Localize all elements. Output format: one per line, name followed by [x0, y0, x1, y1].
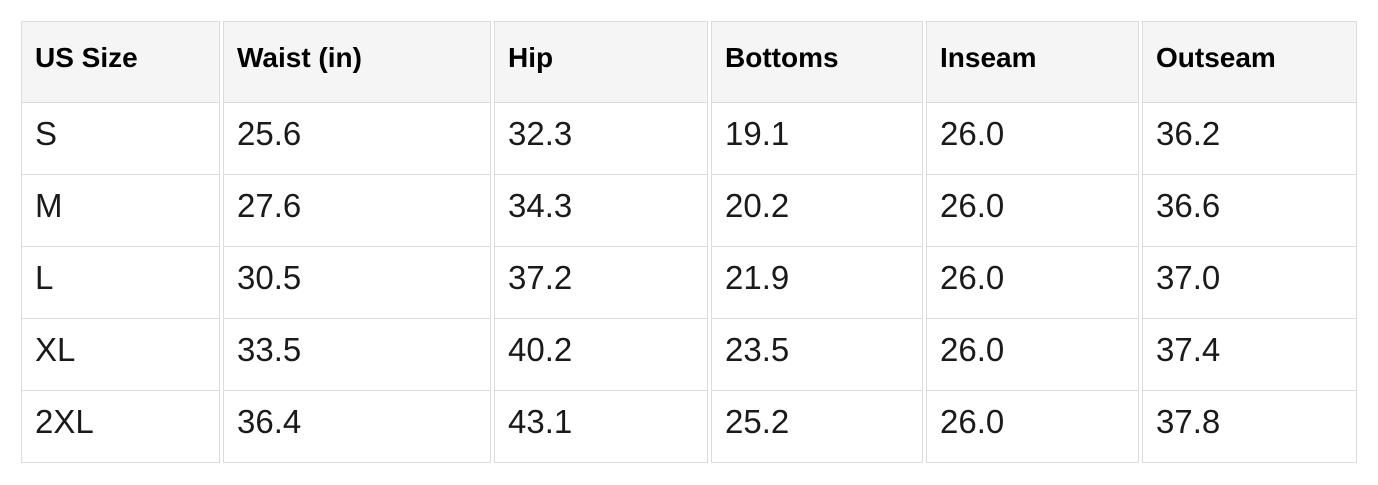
table-row-s: S 25.6 32.3 19.1 26.0 36.2: [21, 103, 1357, 175]
size-label-cell: XL: [21, 319, 220, 391]
outseam-cell: 37.4: [1142, 319, 1357, 391]
hip-cell: 43.1: [494, 391, 708, 463]
header-outseam: Outseam: [1142, 21, 1357, 103]
bottoms-cell: 19.1: [711, 103, 923, 175]
bottoms-cell: 25.2: [711, 391, 923, 463]
waist-cell: 30.5: [223, 247, 491, 319]
bottoms-cell: 20.2: [711, 175, 923, 247]
outseam-cell: 37.0: [1142, 247, 1357, 319]
hip-cell: 37.2: [494, 247, 708, 319]
size-label-cell: L: [21, 247, 220, 319]
outseam-cell: 36.6: [1142, 175, 1357, 247]
bottoms-cell: 21.9: [711, 247, 923, 319]
size-label-cell: S: [21, 103, 220, 175]
header-hip: Hip: [494, 21, 708, 103]
inseam-cell: 26.0: [926, 319, 1139, 391]
hip-cell: 32.3: [494, 103, 708, 175]
table-row-2xl: 2XL 36.4 43.1 25.2 26.0 37.8: [21, 391, 1357, 463]
waist-cell: 25.6: [223, 103, 491, 175]
waist-cell: 33.5: [223, 319, 491, 391]
size-chart-table: US Size Waist (in) Hip Bottoms Inseam Ou…: [18, 21, 1360, 463]
table-row-l: L 30.5 37.2 21.9 26.0 37.0: [21, 247, 1357, 319]
bottoms-cell: 23.5: [711, 319, 923, 391]
inseam-cell: 26.0: [926, 175, 1139, 247]
size-label-cell: M: [21, 175, 220, 247]
hip-cell: 40.2: [494, 319, 708, 391]
table-row-m: M 27.6 34.3 20.2 26.0 36.6: [21, 175, 1357, 247]
inseam-cell: 26.0: [926, 391, 1139, 463]
header-us-size: US Size: [21, 21, 220, 103]
outseam-cell: 37.8: [1142, 391, 1357, 463]
inseam-cell: 26.0: [926, 103, 1139, 175]
header-row: US Size Waist (in) Hip Bottoms Inseam Ou…: [21, 21, 1357, 103]
waist-cell: 36.4: [223, 391, 491, 463]
waist-cell: 27.6: [223, 175, 491, 247]
hip-cell: 34.3: [494, 175, 708, 247]
table-row-xl: XL 33.5 40.2 23.5 26.0 37.4: [21, 319, 1357, 391]
header-bottoms: Bottoms: [711, 21, 923, 103]
inseam-cell: 26.0: [926, 247, 1139, 319]
size-label-cell: 2XL: [21, 391, 220, 463]
outseam-cell: 36.2: [1142, 103, 1357, 175]
header-inseam: Inseam: [926, 21, 1139, 103]
header-waist: Waist (in): [223, 21, 491, 103]
